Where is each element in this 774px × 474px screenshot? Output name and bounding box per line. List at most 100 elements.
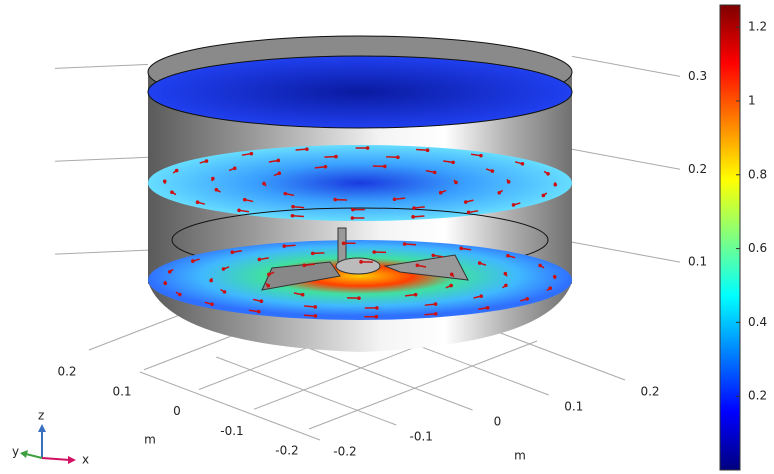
velocity-arrow-head [479, 154, 483, 158]
z-grid-line [572, 242, 680, 262]
y-axis-label: m [144, 433, 156, 447]
velocity-arrow-head [260, 299, 264, 303]
x-axis-label: m [514, 449, 526, 463]
y-tick-label: 0 [173, 404, 181, 418]
x-tick-label: -0.2 [333, 445, 356, 459]
colorbar-tick-label: 0.2 [748, 389, 767, 403]
velocity-arrow-head [282, 244, 286, 248]
velocity-arrow-head [333, 198, 337, 202]
velocity-arrow-head [504, 272, 508, 276]
velocity-arrow-head [291, 214, 295, 218]
triad-label: y [12, 445, 19, 459]
velocity-arrow-head [301, 293, 305, 297]
z-tick-label: 0.1 [688, 255, 707, 269]
velocity-arrow-head [267, 273, 271, 277]
velocity-arrow-head [372, 250, 376, 254]
triad: x y z [12, 409, 89, 467]
velocity-arrow-head [277, 159, 281, 163]
velocity-arrow-head [266, 284, 270, 288]
velocity-arrow-head [351, 216, 355, 220]
velocity-arrow-head [478, 261, 482, 265]
velocity-arrow-head [450, 273, 454, 277]
y-tick-label: -0.1 [220, 424, 243, 438]
velocity-arrow-head [243, 198, 247, 202]
velocity-arrow-head [205, 159, 209, 163]
velocity-arrow-head [451, 161, 455, 165]
velocity-arrow-head [507, 180, 511, 184]
velocity-arrow-head [196, 200, 200, 204]
velocity-arrow-head [257, 310, 261, 314]
y-tick-label: 0.2 [57, 365, 76, 379]
triad-label: x [82, 453, 89, 467]
velocity-arrow-head [175, 169, 179, 173]
velocity-arrow-head [215, 188, 219, 192]
velocity-arrow-head [222, 267, 226, 271]
velocity-arrow-head [479, 294, 483, 298]
velocity-arrow-head [163, 179, 167, 183]
velocity-arrow-head [512, 203, 516, 207]
velocity-arrow-head [434, 312, 438, 316]
velocity-arrow-head [546, 172, 550, 176]
x-tick-label: 0.2 [640, 385, 659, 399]
velocity-arrow-head [314, 314, 318, 318]
velocity-arrow-head [210, 302, 214, 306]
velocity-arrow-head [538, 264, 542, 268]
hub [336, 258, 380, 274]
velocity-arrow-head [542, 194, 546, 198]
chart: 0.10.20.3-0.2-0.100.10.2-0.2-0.100.10.2 … [0, 0, 774, 474]
velocity-arrow-head [359, 260, 363, 264]
velocity-arrow-head [163, 282, 167, 286]
x-grid-line [216, 357, 396, 425]
velocity-arrow-head [412, 206, 416, 210]
velocity-arrow-head [464, 200, 468, 204]
velocity-arrow-head [258, 258, 262, 262]
velocity-arrow-head [351, 208, 355, 212]
colorbar-tick-label: 0.8 [748, 167, 767, 181]
x-tick-label: 0 [494, 415, 502, 429]
velocity-arrow-head [237, 209, 241, 213]
velocity-arrow-head [170, 190, 174, 194]
velocity-arrow-head [454, 181, 458, 185]
velocity-arrow-head [396, 155, 400, 159]
velocity-arrow-head [491, 169, 495, 173]
triad-y [26, 454, 42, 458]
y-tick-label: -0.2 [275, 444, 298, 458]
velocity-arrow-head [434, 302, 438, 306]
velocity-arrow-head [521, 162, 525, 166]
velocity-arrow-head [416, 263, 420, 267]
velocity-arrow-head [439, 191, 443, 195]
velocity-arrow-head [230, 250, 234, 254]
velocity-arrow-head [357, 296, 361, 300]
velocity-arrow-head [431, 254, 435, 258]
z-tick-label: 0.2 [688, 162, 707, 176]
triad-x-head [68, 456, 76, 464]
colorbar-tick-label: 1 [748, 93, 756, 107]
z-grid-line [55, 157, 148, 161]
slice-top [148, 56, 572, 128]
velocity-arrow-head [506, 254, 510, 258]
velocity-arrow-head [375, 306, 379, 310]
velocity-arrow-head [525, 297, 529, 301]
z-grid-line [55, 250, 148, 254]
velocity-arrow-head [334, 155, 338, 159]
velocity-arrow-head [342, 241, 346, 245]
triad-x [42, 458, 70, 460]
velocity-arrow-head [411, 215, 415, 219]
velocity-arrow-head [191, 259, 195, 263]
velocity-arrow-head [433, 171, 437, 175]
velocity-arrow-head [168, 270, 172, 274]
velocity-arrow-head [262, 182, 266, 186]
velocity-arrow-head [303, 264, 307, 268]
velocity-arrow-head [313, 305, 317, 309]
velocity-arrow-head [209, 279, 213, 283]
y-tick-label: 0.1 [112, 384, 131, 398]
velocity-arrow-head [548, 286, 552, 290]
z-grid-line [572, 56, 680, 76]
velocity-arrow-head [366, 146, 370, 150]
velocity-arrow-head [426, 148, 430, 152]
velocity-arrow-head [553, 183, 557, 187]
velocity-arrow-head [233, 166, 237, 170]
velocity-arrow-head [178, 293, 182, 297]
velocity-arrow-head [403, 242, 407, 246]
velocity-arrow-head [223, 290, 227, 294]
